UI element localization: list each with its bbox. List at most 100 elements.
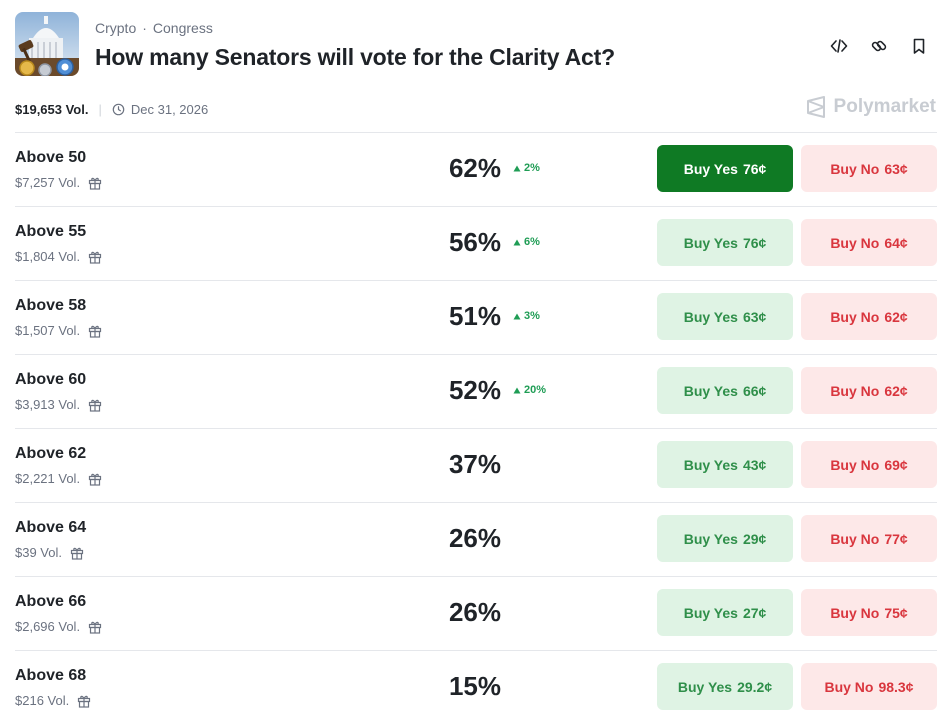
buy-no-label: Buy No [830, 530, 880, 547]
buy-no-label: Buy No [830, 456, 880, 473]
bookmark-icon [913, 38, 925, 54]
outcome-row[interactable]: Above 62 $2,221 Vol. 37% Buy Yes 43¢ Buy No 69… [15, 428, 937, 502]
buy-no-price: 62¢ [884, 308, 908, 325]
buy-no-price: 98.3¢ [878, 678, 914, 695]
buy-no-button[interactable]: Buy No 64¢ [801, 219, 937, 266]
buy-yes-button[interactable]: Buy Yes 27¢ [657, 589, 793, 636]
clock-icon [112, 103, 125, 115]
probability-change-text: 3% [524, 310, 540, 322]
embed-button[interactable] [827, 34, 851, 58]
buy-yes-label: Buy Yes [677, 678, 733, 695]
reward-button[interactable] [77, 694, 91, 708]
brand-watermark[interactable]: Polymarket [806, 96, 936, 118]
probability-change: 20% [513, 384, 546, 396]
outcome-label: Above 66 [15, 593, 87, 610]
outcome-probability: 62% [448, 153, 502, 183]
buy-yes-price: 76¢ [742, 234, 767, 251]
outcome-label: Above 50 [15, 149, 87, 166]
outcome-volume: $39 Vol. [15, 545, 84, 560]
reward-button[interactable] [70, 546, 84, 560]
reward-button[interactable] [88, 398, 102, 412]
gift-icon [88, 251, 102, 264]
market-meta: $19,653 Vol. | Dec 31, 2026 [15, 100, 208, 118]
buy-yes-button[interactable]: Buy Yes 66¢ [657, 367, 793, 414]
buy-yes-label: Buy Yes [683, 234, 738, 251]
buy-yes-price: 29¢ [742, 530, 767, 547]
gift-icon [88, 325, 102, 338]
outcome-row[interactable]: Above 50 $7,257 Vol. 62% 2% Buy Yes 76¢ Buy No… [15, 132, 937, 206]
breadcrumb-subcategory[interactable]: Congress [152, 20, 213, 36]
buy-yes-price: 76¢ [742, 160, 767, 177]
buy-no-price: 69¢ [884, 456, 908, 473]
outcome-volume: $1,804 Vol. [15, 249, 102, 264]
end-date-text: Dec 31, 2026 [130, 101, 209, 117]
buy-no-button[interactable]: Buy No 77¢ [801, 515, 937, 562]
outcome-row[interactable]: Above 60 $3,913 Vol. 52% 20% Buy Yes 66¢ Buy N… [15, 354, 937, 428]
gift-icon [70, 547, 84, 560]
buy-yes-label: Buy Yes [683, 160, 738, 177]
buy-no-label: Buy No [830, 160, 880, 177]
buy-yes-price: 66¢ [742, 382, 767, 399]
trend-up-icon [513, 387, 521, 393]
buy-no-price: 77¢ [884, 530, 908, 547]
buy-yes-button[interactable]: Buy Yes 43¢ [657, 441, 793, 488]
buy-no-label: Buy No [830, 382, 880, 399]
reward-button[interactable] [88, 472, 102, 486]
outcome-volume-text: $2,696 Vol. [15, 619, 81, 634]
outcome-label: Above 64 [15, 519, 87, 536]
buy-no-button[interactable]: Buy No 98.3¢ [801, 663, 937, 710]
reward-button[interactable] [88, 620, 102, 634]
buy-yes-label: Buy Yes [683, 604, 738, 621]
buy-yes-label: Buy Yes [683, 530, 738, 547]
outcome-volume: $3,913 Vol. [15, 397, 102, 412]
probability-change: 3% [513, 310, 540, 322]
buy-yes-button[interactable]: Buy Yes 29¢ [657, 515, 793, 562]
buy-yes-price: 29.2¢ [737, 678, 773, 695]
buy-no-button[interactable]: Buy No 75¢ [801, 589, 937, 636]
bookmark-button[interactable] [907, 34, 931, 58]
copy-link-button[interactable] [867, 34, 891, 58]
outcome-row[interactable]: Above 66 $2,696 Vol. 26% Buy Yes 27¢ Buy No 75… [15, 576, 937, 650]
capitol-crypto-image [15, 12, 79, 76]
buy-yes-button[interactable]: Buy Yes 76¢ [657, 145, 793, 192]
outcome-volume: $1,507 Vol. [15, 323, 102, 338]
outcome-volume: $7,257 Vol. [15, 175, 102, 190]
reward-button[interactable] [88, 176, 102, 190]
probability-change: 2% [513, 162, 540, 174]
gift-icon [88, 399, 102, 412]
probability-change-text: 2% [524, 162, 540, 174]
breadcrumb-category[interactable]: Crypto [95, 20, 137, 36]
buy-no-label: Buy No [830, 604, 880, 621]
outcome-label: Above 58 [15, 297, 87, 314]
outcome-row[interactable]: Above 68 $216 Vol. 15% Buy Yes 29.2¢ Buy No 98… [15, 650, 937, 724]
code-icon [830, 39, 848, 53]
buy-yes-label: Buy Yes [683, 456, 738, 473]
buy-no-label: Buy No [830, 308, 880, 325]
buy-no-button[interactable]: Buy No 62¢ [801, 293, 937, 340]
outcome-volume: $216 Vol. [15, 693, 91, 708]
outcome-probability: 26% [448, 597, 502, 627]
outcome-volume-text: $39 Vol. [15, 545, 62, 560]
reward-button[interactable] [88, 250, 102, 264]
outcome-probability: 37% [448, 449, 502, 479]
probability-change-text: 6% [524, 236, 540, 248]
buy-no-button[interactable]: Buy No 69¢ [801, 441, 937, 488]
breadcrumb: Crypto · Congress [95, 20, 213, 36]
buy-no-button[interactable]: Buy No 63¢ [801, 145, 937, 192]
outcome-label: Above 55 [15, 223, 87, 240]
polymarket-logo-icon [806, 96, 825, 118]
outcome-row[interactable]: Above 64 $39 Vol. 26% Buy Yes 29¢ Buy No 77¢ [15, 502, 937, 576]
buy-no-button[interactable]: Buy No 62¢ [801, 367, 937, 414]
reward-button[interactable] [88, 324, 102, 338]
outcome-volume: $2,696 Vol. [15, 619, 102, 634]
buy-yes-button[interactable]: Buy Yes 29.2¢ [657, 663, 793, 710]
outcome-list: Above 50 $7,257 Vol. 62% 2% Buy Yes 76¢ Buy No… [15, 132, 937, 724]
outcome-volume-text: $1,804 Vol. [15, 249, 81, 264]
buy-yes-button[interactable]: Buy Yes 63¢ [657, 293, 793, 340]
meta-divider: | [98, 101, 102, 117]
outcome-row[interactable]: Above 55 $1,804 Vol. 56% 6% Buy Yes 76¢ Buy No… [15, 206, 937, 280]
outcome-label: Above 62 [15, 445, 87, 462]
buy-yes-button[interactable]: Buy Yes 76¢ [657, 219, 793, 266]
outcome-probability: 15% [448, 671, 502, 701]
outcome-row[interactable]: Above 58 $1,507 Vol. 51% 3% Buy Yes 63¢ Buy No… [15, 280, 937, 354]
